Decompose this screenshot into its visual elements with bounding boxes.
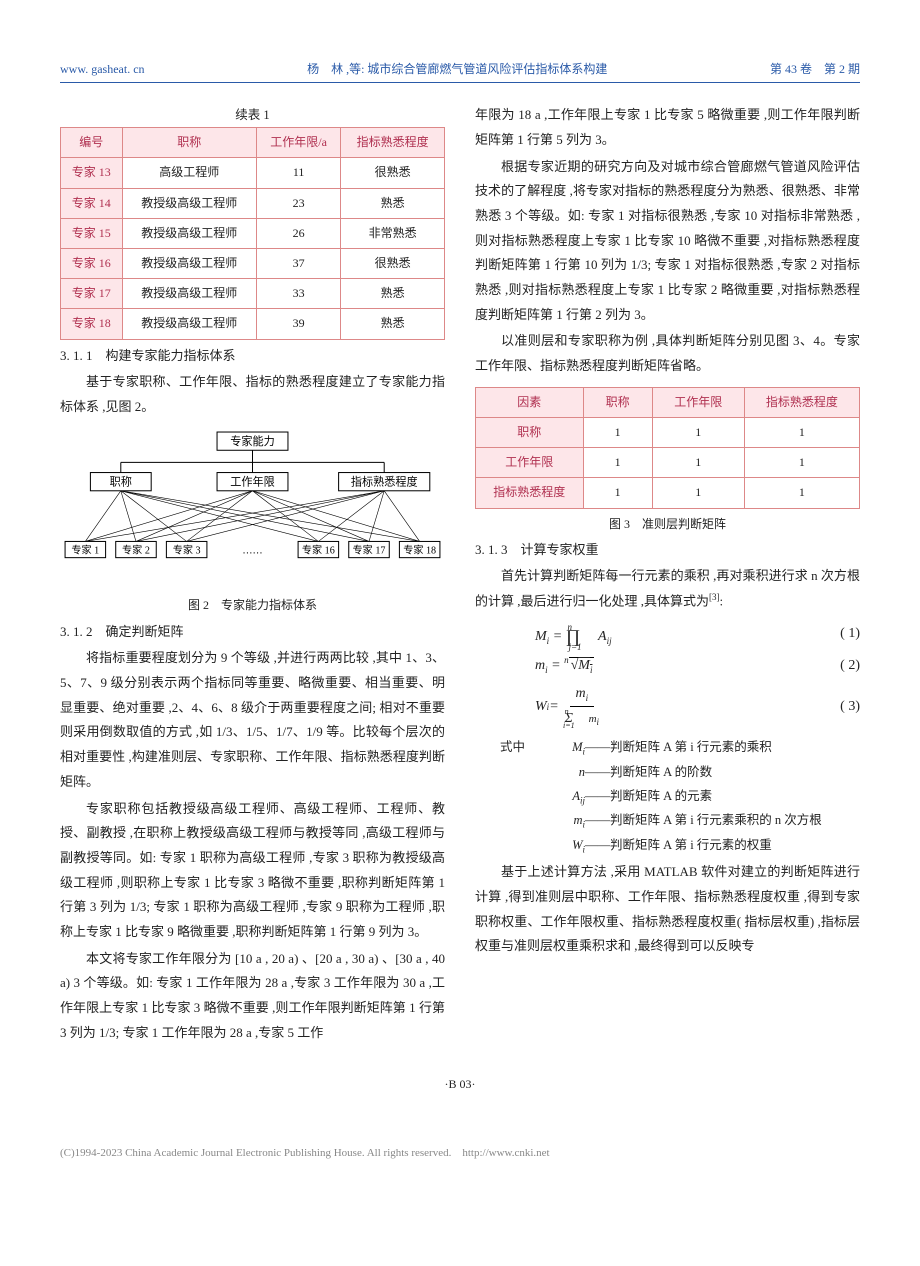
t2-r0c3: 1 <box>744 417 859 447</box>
t2-r1c3: 1 <box>744 448 859 478</box>
t1-r1c0: 专家 14 <box>61 188 123 218</box>
t1-r0c3: 很熟悉 <box>341 158 445 188</box>
t1-r4c1: 教授级高级工程师 <box>122 279 257 309</box>
t2-h0: 因素 <box>476 387 584 417</box>
right-column: 年限为 18 a ,工作年限上专家 1 比专家 5 略微重要 ,则工作年限判断矩… <box>475 101 860 1047</box>
t2-r1c2: 1 <box>652 448 744 478</box>
header-right: 第 43 卷 第 2 期 <box>770 60 860 79</box>
t1-r4c0: 专家 17 <box>61 279 123 309</box>
table1: 编号 职称 工作年限/a 指标熟悉程度 专家 13高级工程师11很熟悉 专家 1… <box>60 127 445 339</box>
t1-r0c1: 高级工程师 <box>122 158 257 188</box>
t1-h0: 编号 <box>61 128 123 158</box>
t2-r1c1: 1 <box>583 448 652 478</box>
para-r-top: 年限为 18 a ,工作年限上专家 1 比专家 5 略微重要 ,则工作年限判断矩… <box>475 103 860 152</box>
diag-b6: 专家 18 <box>403 543 436 556</box>
t1-r3c2: 37 <box>257 248 341 278</box>
diag-top: 专家能力 <box>230 434 275 448</box>
t1-r5c3: 熟悉 <box>341 309 445 339</box>
diag-mid0: 职称 <box>110 474 132 488</box>
t2-r2c0: 指标熟悉程度 <box>476 478 584 508</box>
para-r3: 以准则层和专家职称为例 ,具体判断矩阵分别见图 3、4。专家工作年限、指标熟悉程… <box>475 329 860 378</box>
figure2-diagram: 专家能力 职称 工作年限 指标熟悉程度 专家 1 专家 2 专家 3 …… 专家… <box>60 430 445 582</box>
t2-r2c2: 1 <box>652 478 744 508</box>
t2-h1: 职称 <box>583 387 652 417</box>
table2: 因素 职称 工作年限 指标熟悉程度 职称111 工作年限111 指标熟悉程度11… <box>475 387 860 509</box>
def-mi: ——判断矩阵 A 第 i 行元素乘积的 n 次方根 <box>585 809 860 834</box>
para-311: 基于专家职称、工作年限、指标的熟悉程度建立了专家能力指标体系 ,见图 2。 <box>60 370 445 419</box>
where-block: 式中 Mi——判断矩阵 A 第 i 行元素的乘积 n——判断矩阵 A 的阶数 A… <box>475 736 860 858</box>
diag-mid2: 指标熟悉程度 <box>351 474 418 488</box>
para-313: 首先计算判断矩阵每一行元素的乘积 ,再对乘积进行求 n 次方根的计算 ,最后进行… <box>475 564 860 614</box>
equation-3: Wi = mi Σi=1nmi ( 3) <box>475 683 860 730</box>
t1-r2c2: 26 <box>257 218 341 248</box>
t2-r2c3: 1 <box>744 478 859 508</box>
t1-r3c3: 很熟悉 <box>341 248 445 278</box>
equation-1: Mi = ∏j=1nAij ( 1) <box>475 620 860 649</box>
header-title: 杨 林 ,等: 城市综合管廊燃气管道风险评估指标体系构建 <box>307 60 607 79</box>
def-Mi: ——判断矩阵 A 第 i 行元素的乘积 <box>585 736 860 761</box>
t2-h3: 指标熟悉程度 <box>744 387 859 417</box>
t1-r5c1: 教授级高级工程师 <box>122 309 257 339</box>
eqno-1: ( 1) <box>820 623 860 645</box>
diag-b2: 专家 3 <box>173 543 201 556</box>
eqno-3: ( 3) <box>820 696 860 718</box>
heading-312: 3. 1. 2 确定判断矩阵 <box>60 622 445 643</box>
figure2-caption: 图 2 专家能力指标体系 <box>60 596 445 615</box>
t1-r2c0: 专家 15 <box>61 218 123 248</box>
t2-r2c1: 1 <box>583 478 652 508</box>
t2-h2: 工作年限 <box>652 387 744 417</box>
t1-r0c0: 专家 13 <box>61 158 123 188</box>
eqno-2: ( 2) <box>820 655 860 677</box>
t1-r2c1: 教授级高级工程师 <box>122 218 257 248</box>
left-column: 续表 1 编号 职称 工作年限/a 指标熟悉程度 专家 13高级工程师11很熟悉… <box>60 101 445 1047</box>
figure3-caption: 图 3 准则层判断矩阵 <box>475 515 860 534</box>
t2-r0c1: 1 <box>583 417 652 447</box>
para-r2: 根据专家近期的研究方向及对城市综合管廊燃气管道风险评估技术的了解程度 ,将专家对… <box>475 155 860 328</box>
ref-3: [3] <box>709 592 720 602</box>
diag-b1: 专家 2 <box>122 543 150 556</box>
t1-r5c2: 39 <box>257 309 341 339</box>
t1-r3c0: 专家 16 <box>61 248 123 278</box>
t1-r5c0: 专家 18 <box>61 309 123 339</box>
heading-311: 3. 1. 1 构建专家能力指标体系 <box>60 346 445 367</box>
t1-r3c1: 教授级高级工程师 <box>122 248 257 278</box>
para-312c: 本文将专家工作年限分为 [10 a , 20 a) 、[20 a , 30 a)… <box>60 947 445 1046</box>
diag-b5: 专家 17 <box>353 543 386 556</box>
t1-h3: 指标熟悉程度 <box>341 128 445 158</box>
t1-h2: 工作年限/a <box>257 128 341 158</box>
header-left: www. gasheat. cn <box>60 60 145 79</box>
t1-h1: 职称 <box>122 128 257 158</box>
para-312a: 将指标重要程度划分为 9 个等级 ,并进行两两比较 ,其中 1、3、5、7、9 … <box>60 646 445 794</box>
t1-r4c3: 熟悉 <box>341 279 445 309</box>
t2-r1c0: 工作年限 <box>476 448 584 478</box>
def-Aij: ——判断矩阵 A 的元素 <box>585 785 860 810</box>
def-Wi: ——判断矩阵 A 第 i 行元素的权重 <box>585 834 860 859</box>
diag-b4: 专家 16 <box>302 543 335 556</box>
t1-r0c2: 11 <box>257 158 341 188</box>
diag-b0: 专家 1 <box>71 543 99 556</box>
heading-313: 3. 1. 3 计算专家权重 <box>475 540 860 561</box>
t1-r1c3: 熟悉 <box>341 188 445 218</box>
footer-copyright: (C)1994-2023 China Academic Journal Elec… <box>60 1145 860 1163</box>
page-number: ·B 03· <box>60 1075 860 1094</box>
t1-r1c2: 23 <box>257 188 341 218</box>
table1-caption: 续表 1 <box>60 105 445 125</box>
diag-mid1: 工作年限 <box>230 474 275 488</box>
t2-r0c2: 1 <box>652 417 744 447</box>
page-header: www. gasheat. cn 杨 林 ,等: 城市综合管廊燃气管道风险评估指… <box>60 60 860 83</box>
t1-r4c2: 33 <box>257 279 341 309</box>
t1-r2c3: 非常熟悉 <box>341 218 445 248</box>
para-312b: 专家职称包括教授级高级工程师、高级工程师、工程师、教授、副教授 ,在职称上教授级… <box>60 797 445 945</box>
diag-b3: …… <box>242 545 262 556</box>
equation-2: mi = n√Mi ( 2) <box>475 655 860 677</box>
para-last: 基于上述计算方法 ,采用 MATLAB 软件对建立的判断矩阵进行计算 ,得到准则… <box>475 860 860 959</box>
def-n: ——判断矩阵 A 的阶数 <box>585 761 860 785</box>
t2-r0c0: 职称 <box>476 417 584 447</box>
t1-r1c1: 教授级高级工程师 <box>122 188 257 218</box>
